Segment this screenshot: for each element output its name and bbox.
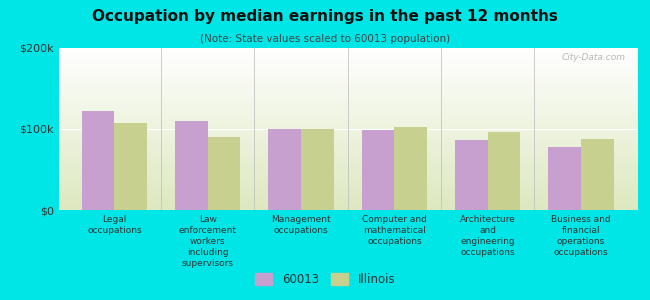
- Bar: [549, 147, 581, 210]
- Bar: [208, 137, 240, 210]
- Bar: [455, 140, 488, 210]
- Bar: [362, 130, 395, 210]
- Legend: 60013, Illinois: 60013, Illinois: [250, 268, 400, 291]
- Bar: [82, 111, 114, 210]
- Bar: [268, 129, 301, 210]
- Bar: [301, 129, 333, 210]
- Text: Occupation by median earnings in the past 12 months: Occupation by median earnings in the pas…: [92, 9, 558, 24]
- Text: (Note: State values scaled to 60013 population): (Note: State values scaled to 60013 popu…: [200, 34, 450, 44]
- Bar: [488, 132, 521, 210]
- Bar: [175, 121, 208, 210]
- Bar: [581, 139, 614, 210]
- Text: City-Data.com: City-Data.com: [562, 53, 625, 62]
- Bar: [114, 122, 147, 210]
- Bar: [395, 128, 427, 210]
